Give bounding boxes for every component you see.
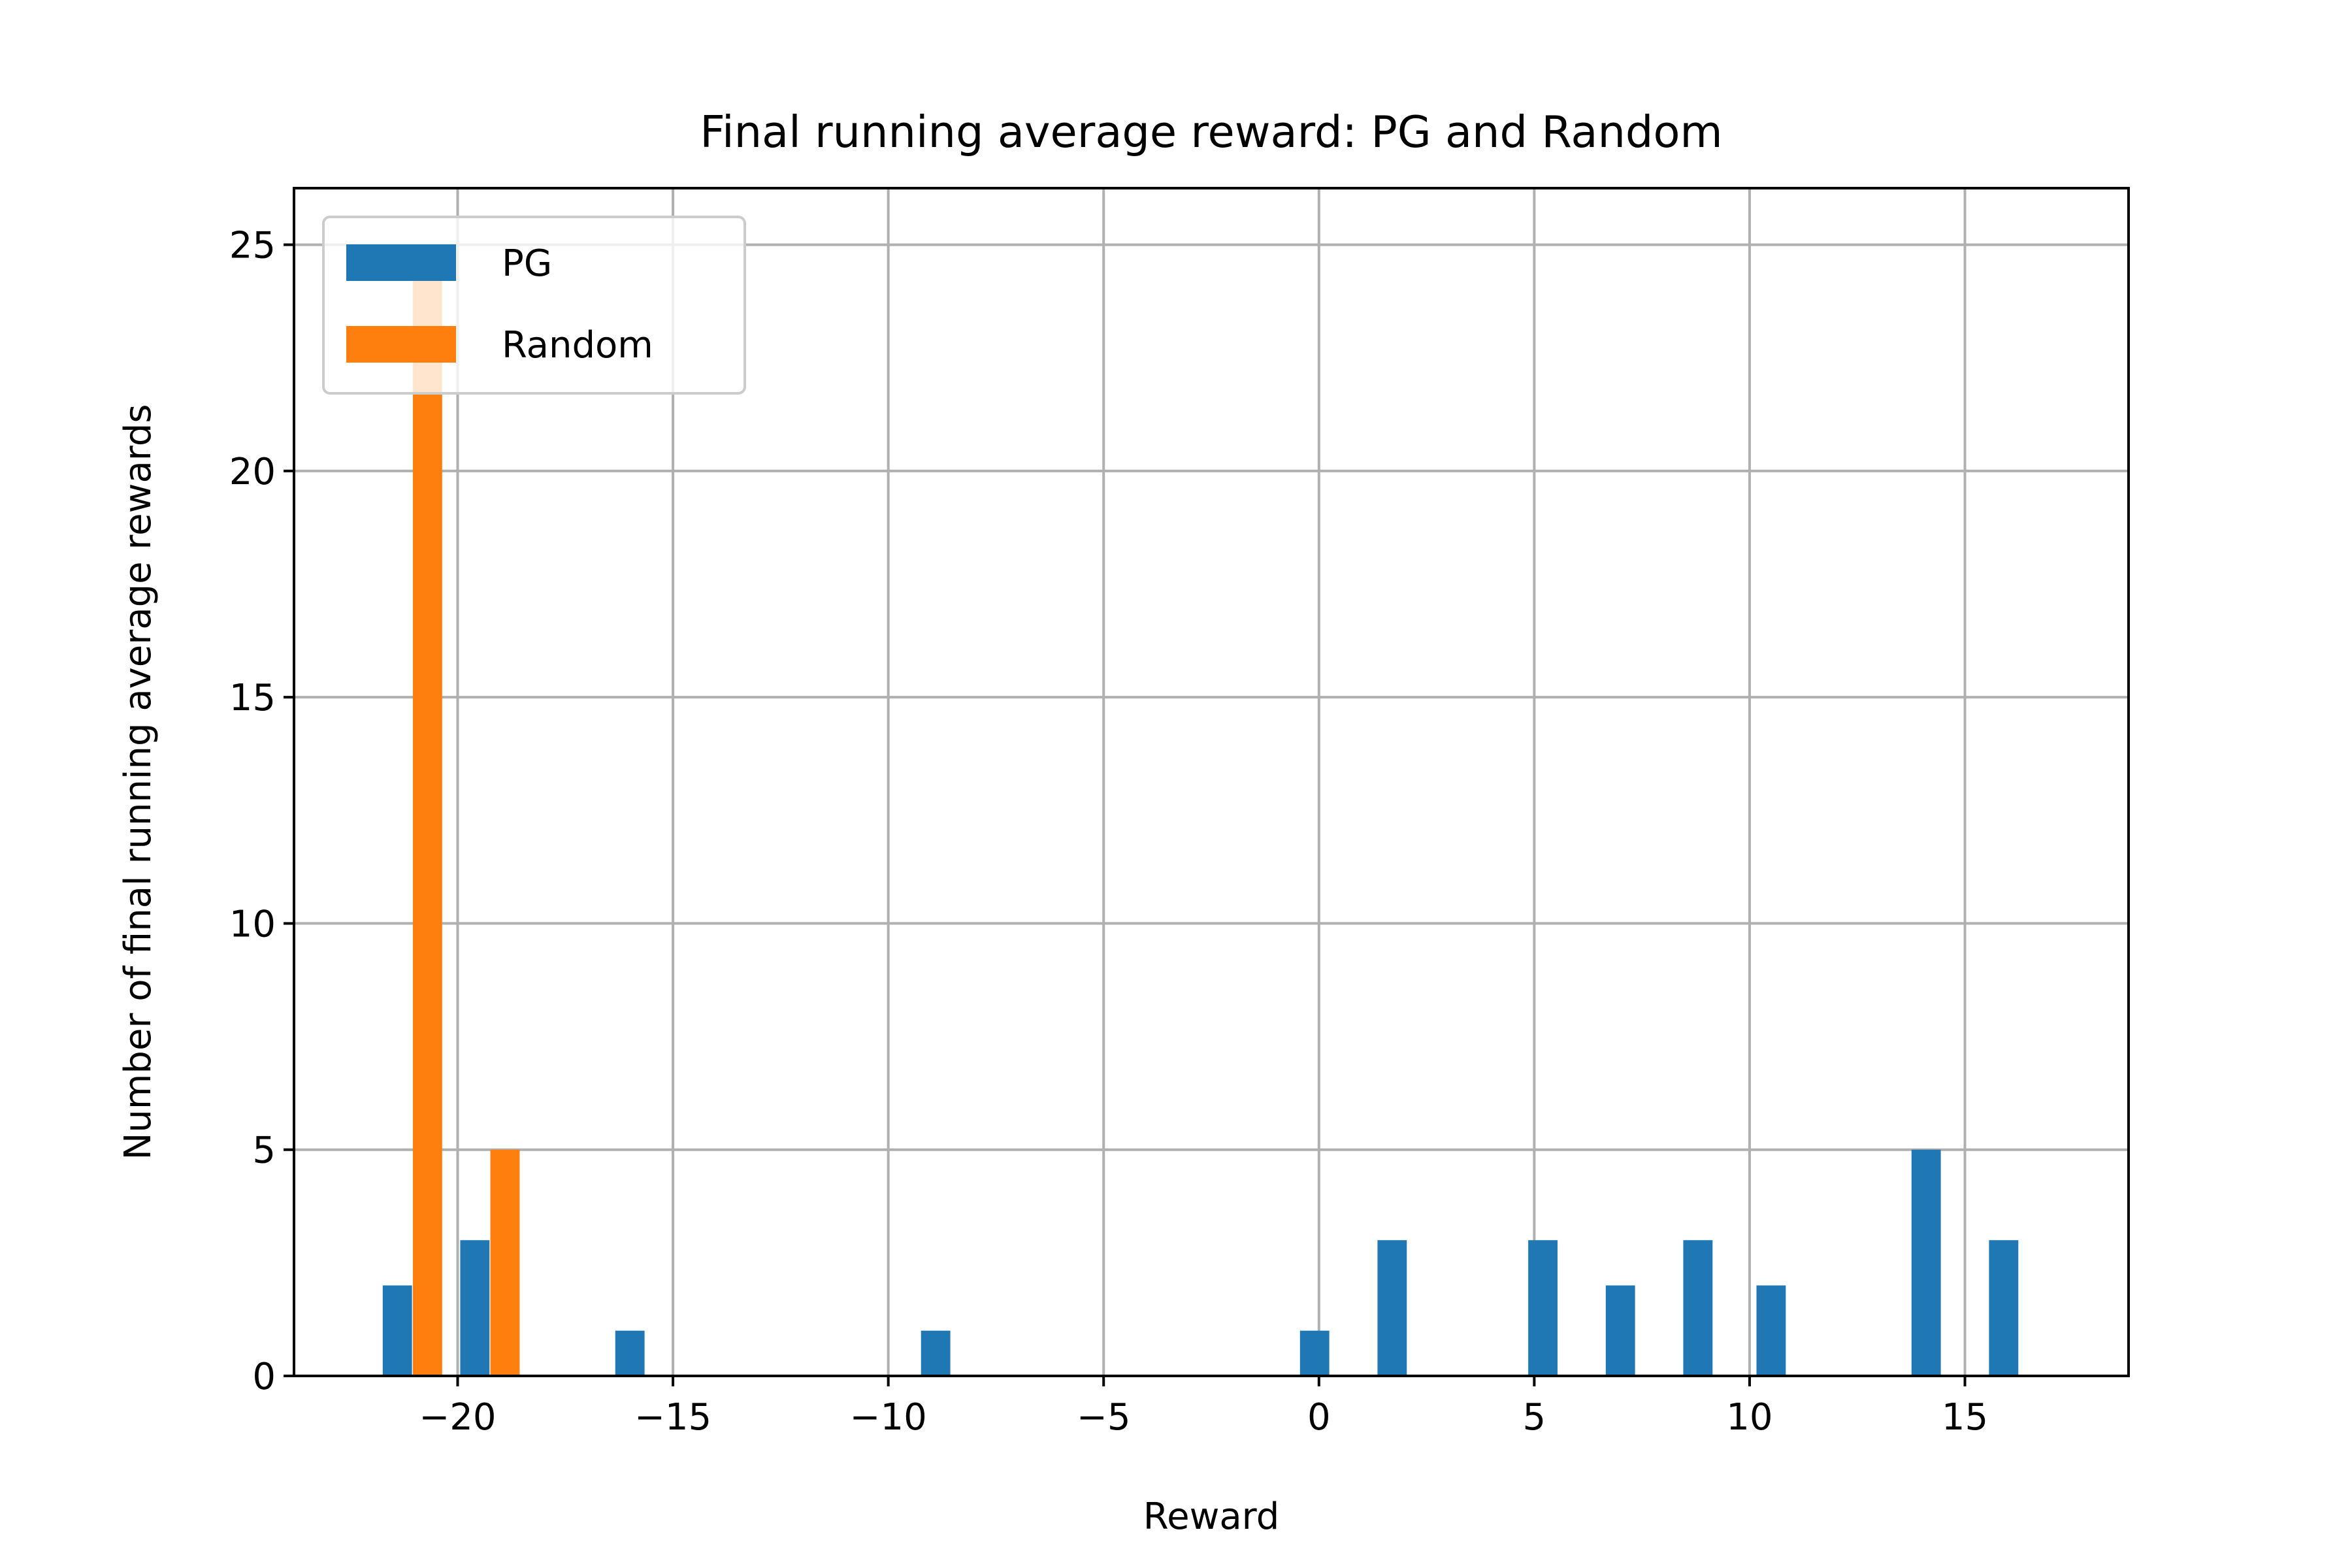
bars xyxy=(382,244,2019,1377)
x-tick-label: −20 xyxy=(419,1396,496,1439)
x-axis-ticks: −20 −15 −10 −5 0 5 10 15 xyxy=(419,1376,1988,1439)
chart-title: Final running average reward: PG and Ran… xyxy=(700,106,1722,157)
x-tick-label: 15 xyxy=(1942,1396,1988,1439)
pg-bar xyxy=(1911,1149,1941,1376)
x-tick-label: −15 xyxy=(634,1396,711,1439)
pg-bar xyxy=(1299,1330,1330,1376)
x-tick-label: 5 xyxy=(1523,1396,1546,1439)
pg-bar xyxy=(1528,1240,1558,1376)
axes-frame xyxy=(293,187,2130,1377)
pg-bar xyxy=(382,1285,412,1376)
random-bar xyxy=(412,244,442,1377)
legend-label-random: Random xyxy=(502,324,653,367)
x-tick-label: 0 xyxy=(1307,1396,1331,1439)
x-tick-label: −10 xyxy=(850,1396,927,1439)
legend: PG Random xyxy=(322,216,746,395)
x-axis-label: Reward xyxy=(1143,1495,1280,1538)
pg-bar xyxy=(1683,1240,1713,1376)
y-axis-label: Number of final running average rewards xyxy=(117,404,159,1160)
legend-label-pg: PG xyxy=(502,242,552,285)
y-tick-label: 25 xyxy=(229,225,276,267)
x-tick-label: 10 xyxy=(1726,1396,1772,1439)
random-bar xyxy=(490,1149,520,1376)
y-tick-label: 10 xyxy=(229,903,276,945)
pg-bar xyxy=(1989,1240,2019,1376)
y-axis-ticks: 0 5 10 15 20 25 xyxy=(229,225,294,1398)
pg-bar xyxy=(921,1330,951,1376)
legend-swatch-random xyxy=(346,326,456,363)
y-tick-label: 20 xyxy=(229,451,276,493)
y-tick-label: 5 xyxy=(252,1130,276,1172)
y-tick-label: 0 xyxy=(252,1356,276,1398)
y-tick-label: 15 xyxy=(229,677,276,719)
pg-bar xyxy=(615,1330,645,1376)
x-tick-label: −5 xyxy=(1077,1396,1131,1439)
pg-bar xyxy=(1756,1285,1786,1376)
pg-bar xyxy=(1377,1240,1407,1376)
pg-bar xyxy=(460,1240,490,1376)
legend-swatch-pg xyxy=(346,244,456,281)
pg-bar xyxy=(1605,1285,1635,1376)
